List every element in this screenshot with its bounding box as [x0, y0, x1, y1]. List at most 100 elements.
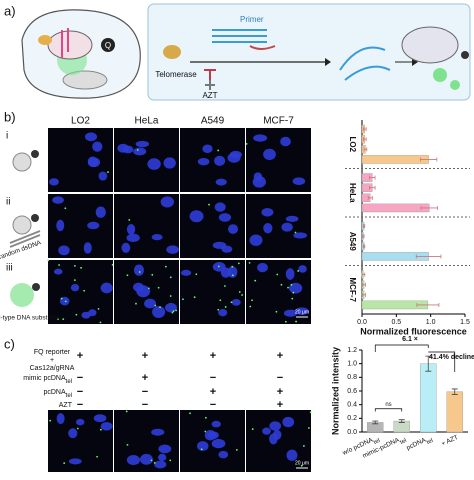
- error-bar: [420, 205, 438, 210]
- condition-sign: +: [277, 386, 283, 398]
- scale-label: 20 μm: [295, 309, 309, 315]
- nucleus: [70, 283, 80, 292]
- green-signal: [223, 285, 226, 287]
- nucleus: [231, 299, 241, 306]
- green-signal: [60, 297, 63, 300]
- green-signal: [150, 459, 153, 462]
- nucleus: [84, 132, 98, 142]
- column-heading: A549: [201, 116, 225, 127]
- green-signal: [284, 320, 287, 323]
- green-signal: [80, 266, 82, 269]
- nucleus: [151, 234, 163, 241]
- green-signal: [193, 296, 196, 299]
- green-signal: [290, 283, 293, 286]
- error-bar: [419, 157, 438, 162]
- bar: [361, 155, 429, 164]
- column-heading: HeLa: [135, 116, 159, 127]
- nucleus: [158, 444, 172, 454]
- error-bar: [367, 195, 373, 200]
- nucleus: [133, 147, 147, 156]
- nucleus: [298, 265, 307, 273]
- y-tick-label: 1.0: [347, 361, 357, 368]
- x-axis-title: Normalized fluorescence: [360, 326, 467, 336]
- micrograph: [48, 128, 113, 192]
- green-signal: [224, 306, 227, 308]
- green-signal: [126, 274, 129, 277]
- mechanism-illustration: [163, 26, 469, 90]
- condition-sign: +: [277, 350, 283, 362]
- green-signal: [189, 412, 191, 415]
- green-signal: [291, 297, 294, 300]
- nucleus: [218, 450, 229, 459]
- condition-sign: +: [210, 350, 216, 362]
- green-signal: [251, 299, 253, 302]
- green-signal: [303, 445, 305, 447]
- condition-label: FQ reporter: [34, 349, 71, 356]
- error-bar: [362, 127, 367, 132]
- row-label: ii: [6, 197, 10, 208]
- error-bar: [362, 244, 366, 249]
- micrograph: [246, 194, 311, 258]
- error-bar: [362, 292, 366, 297]
- green-signal: [75, 313, 78, 316]
- nucleus: [121, 242, 131, 253]
- green-signal: [97, 307, 100, 310]
- green-signal: [200, 448, 203, 451]
- condition-sign: −: [142, 386, 148, 398]
- condition-sign: +: [210, 386, 216, 398]
- micrograph: [246, 410, 311, 472]
- green-signal: [275, 310, 278, 313]
- annotation: ns: [385, 402, 391, 408]
- green-signal: [83, 289, 86, 292]
- nucleus: [229, 150, 242, 159]
- nucleus: [92, 141, 103, 152]
- nucleus: [263, 148, 276, 160]
- nucleus: [160, 196, 174, 208]
- nucleus: [189, 210, 204, 223]
- condition-sign: −: [142, 399, 148, 411]
- green-signal: [157, 286, 160, 289]
- error-bar: [372, 420, 379, 425]
- error-bar: [416, 302, 440, 307]
- nucleus: [135, 140, 150, 148]
- green-signal: [182, 298, 184, 301]
- green-signal: [195, 273, 198, 276]
- quencher-label: Q: [105, 41, 111, 50]
- nucleus: [126, 455, 141, 466]
- nucleus: [202, 144, 213, 154]
- nucleus: [281, 222, 293, 232]
- scale-label: 20 μm: [295, 460, 309, 466]
- nucleus: [197, 441, 209, 451]
- nucleus: [68, 428, 78, 439]
- condition-label: AZT: [59, 402, 73, 409]
- nucleus: [293, 232, 308, 239]
- error-bar: [415, 254, 442, 259]
- condition-sign: −: [77, 372, 83, 384]
- green-signal: [217, 265, 220, 268]
- green-signal: [76, 427, 79, 430]
- green-signal: [231, 265, 234, 268]
- green-signal: [169, 295, 172, 297]
- nucleus: [87, 221, 100, 230]
- nucleus: [207, 431, 219, 439]
- nucleus: [292, 177, 306, 186]
- nucleus: [211, 438, 226, 449]
- green-signal: [64, 207, 67, 210]
- subscript: tel: [373, 438, 381, 446]
- mechanism-box: [147, 3, 471, 101]
- bracket: [374, 408, 403, 412]
- nucleus: [282, 416, 295, 428]
- y-tick-label: 0.8: [347, 374, 357, 381]
- row-label: i: [6, 131, 8, 142]
- nucleus: [126, 224, 136, 235]
- nucleus: [263, 222, 273, 234]
- column-heading: MCF-7: [263, 116, 294, 127]
- green-signal: [287, 286, 289, 289]
- green-signal: [136, 149, 139, 151]
- nucleus: [214, 155, 226, 166]
- nucleus: [294, 307, 309, 316]
- nucleus: [139, 453, 153, 465]
- legend-label: HeLa: [348, 183, 357, 203]
- green-signal: [165, 265, 167, 268]
- row-label: iii: [6, 263, 13, 274]
